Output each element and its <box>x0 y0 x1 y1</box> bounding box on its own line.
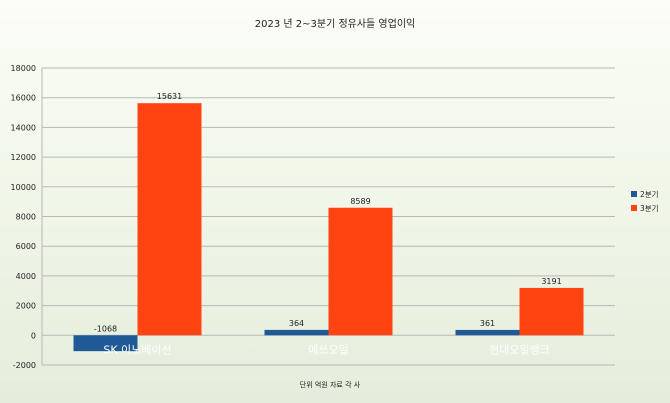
bar-q2 <box>264 329 329 336</box>
y-tick-label: 4000 <box>16 272 36 281</box>
y-tick-label: 14000 <box>11 123 36 132</box>
data-label: 15631 <box>157 92 182 101</box>
data-label: 361 <box>480 319 495 328</box>
chart-footnote: 단위 억원 자료 각 사 <box>300 380 361 389</box>
y-tick-label: 10000 <box>11 183 36 192</box>
x-category-label: SK 이노베이션 <box>103 343 171 356</box>
data-labels: -1068 15631 364 8589 361 3191 <box>94 92 562 333</box>
y-tick-label: 0 <box>31 331 36 340</box>
y-tick-label: 12000 <box>11 153 36 162</box>
bars <box>73 103 584 352</box>
y-tick-label: 16000 <box>11 94 36 103</box>
x-axis-categories: SK 이노베이션 에쓰오일 현대오일뱅크 <box>103 342 550 356</box>
legend-label: 3분기 <box>640 204 659 213</box>
bar-q3 <box>519 287 584 336</box>
y-tick-label: 8000 <box>16 213 36 222</box>
legend-swatch <box>631 205 637 211</box>
bar-q2 <box>455 329 520 336</box>
y-tick-label: 2000 <box>16 302 36 311</box>
x-category-label: 에쓰오일 <box>308 342 348 356</box>
y-axis: -2000 0 2000 4000 6000 8000 10000 12000 14000 160… <box>11 64 43 370</box>
data-label: -1068 <box>94 324 117 333</box>
data-label: 3191 <box>541 277 561 286</box>
chart-title: 2023 년 2~3분기 정유사들 영업이익 <box>255 17 415 30</box>
legend-label: 2분기 <box>640 190 659 199</box>
data-label: 8589 <box>350 197 370 206</box>
bar-q2 <box>73 335 138 352</box>
bar-q3 <box>137 103 202 336</box>
x-category-label: 현대오일뱅크 <box>489 342 550 356</box>
legend: 2분기 3분기 <box>631 190 659 213</box>
data-label: 364 <box>289 319 304 328</box>
y-tick-label: -2000 <box>13 361 36 370</box>
y-tick-label: 6000 <box>16 242 36 251</box>
y-tick-label: 18000 <box>11 64 36 73</box>
bar-q3 <box>328 207 393 336</box>
legend-swatch <box>631 191 637 197</box>
